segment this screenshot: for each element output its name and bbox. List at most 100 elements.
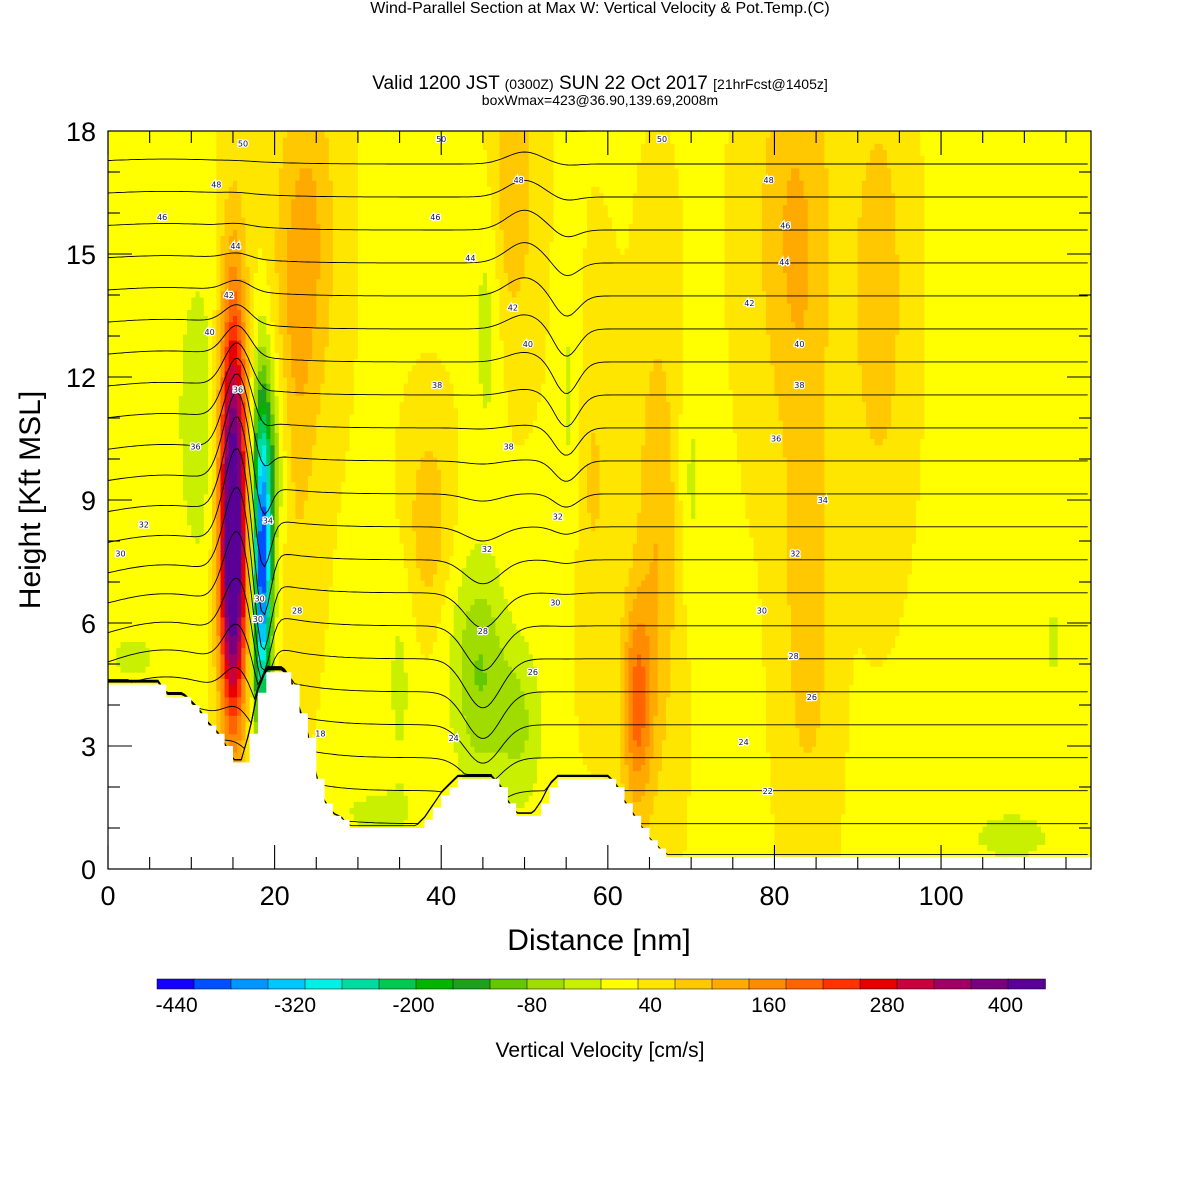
velocity-cell	[149, 137, 155, 144]
velocity-cell	[208, 672, 213, 679]
velocity-cell	[195, 579, 201, 587]
velocity-cell	[191, 167, 197, 175]
velocity-cell	[108, 463, 113, 470]
velocity-cell	[141, 352, 147, 360]
velocity-cell	[228, 303, 234, 310]
velocity-cell	[116, 346, 122, 353]
velocity-cell	[116, 297, 122, 304]
velocity-cell	[266, 623, 272, 630]
velocity-cell	[212, 254, 217, 261]
velocity-cell	[174, 555, 180, 563]
velocity-cell	[137, 567, 142, 575]
velocity-cell	[183, 549, 188, 556]
velocity-cell	[228, 610, 234, 618]
velocity-cell	[174, 364, 180, 372]
velocity-cell	[178, 506, 184, 513]
velocity-cell	[199, 180, 205, 187]
velocity-cell	[245, 573, 251, 581]
velocity-cell	[245, 395, 251, 403]
velocity-cell	[212, 413, 217, 421]
velocity-cell	[174, 346, 180, 353]
velocity-cell	[228, 131, 234, 138]
velocity-cell	[162, 604, 167, 612]
velocity-cell	[203, 543, 209, 550]
velocity-cell	[166, 641, 172, 649]
velocity-cell	[145, 579, 151, 587]
velocity-cell	[216, 543, 222, 550]
velocity-cell	[233, 659, 238, 667]
velocity-cell	[149, 149, 155, 157]
velocity-cell	[208, 137, 213, 144]
velocity-cell	[149, 666, 155, 673]
velocity-cell	[124, 487, 130, 495]
velocity-cell	[220, 241, 226, 249]
velocity-cell	[253, 377, 259, 384]
velocity-cell	[149, 635, 155, 642]
velocity-cell	[158, 303, 163, 310]
velocity-cell	[116, 260, 122, 267]
velocity-cell	[274, 444, 280, 452]
velocity-cell	[199, 161, 205, 169]
velocity-cell	[220, 500, 226, 507]
velocity-cell	[153, 180, 159, 187]
velocity-cell	[199, 493, 205, 501]
velocity-cell	[120, 290, 126, 298]
velocity-cell	[203, 266, 209, 273]
velocity-cell	[274, 438, 280, 446]
velocity-cell	[237, 696, 242, 704]
velocity-cell	[262, 549, 267, 556]
velocity-cell	[270, 315, 276, 323]
velocity-cell	[141, 131, 147, 138]
velocity-cell	[224, 174, 230, 181]
velocity-cell	[145, 229, 151, 237]
velocity-cell	[187, 254, 192, 261]
velocity-cell	[120, 641, 126, 649]
velocity-cell	[257, 438, 263, 446]
velocity-cell	[216, 210, 222, 218]
velocity-cell	[166, 653, 172, 661]
velocity-cell	[278, 543, 284, 550]
velocity-cell	[241, 297, 247, 304]
velocity-cell	[212, 543, 217, 550]
velocity-cell	[195, 506, 201, 513]
velocity-cell	[237, 500, 242, 507]
velocity-cell	[203, 432, 209, 439]
velocity-cell	[208, 143, 213, 150]
velocity-cell	[249, 518, 255, 526]
velocity-cell	[241, 370, 247, 378]
velocity-cell	[128, 530, 134, 538]
velocity-cell	[266, 567, 272, 575]
velocity-cell	[128, 161, 134, 169]
velocity-cell	[220, 493, 226, 501]
velocity-cell	[174, 469, 180, 476]
velocity-cell	[274, 401, 280, 409]
velocity-cell	[133, 180, 138, 187]
velocity-cell	[274, 389, 280, 396]
velocity-cell	[253, 364, 259, 372]
velocity-cell	[233, 592, 238, 599]
velocity-cell	[108, 579, 113, 587]
velocity-cell	[153, 358, 159, 366]
velocity-cell	[270, 260, 276, 267]
velocity-cell	[241, 174, 247, 181]
velocity-cell	[112, 217, 117, 224]
velocity-cell	[262, 149, 267, 157]
velocity-cell	[233, 346, 238, 353]
velocity-cell	[208, 647, 213, 655]
velocity-cell	[187, 610, 192, 618]
velocity-cell	[145, 518, 151, 526]
velocity-cell	[141, 610, 147, 618]
velocity-cell	[262, 161, 267, 169]
velocity-cell	[149, 389, 155, 396]
velocity-cell	[195, 217, 201, 224]
velocity-cell	[241, 131, 247, 138]
velocity-cell	[153, 616, 159, 624]
velocity-cell	[262, 450, 267, 458]
velocity-cell	[174, 309, 180, 316]
velocity-cell	[233, 518, 238, 526]
velocity-cell	[162, 266, 167, 273]
velocity-cell	[241, 610, 247, 618]
velocity-cell	[124, 407, 130, 415]
velocity-cell	[216, 555, 222, 563]
velocity-cell	[149, 315, 155, 323]
